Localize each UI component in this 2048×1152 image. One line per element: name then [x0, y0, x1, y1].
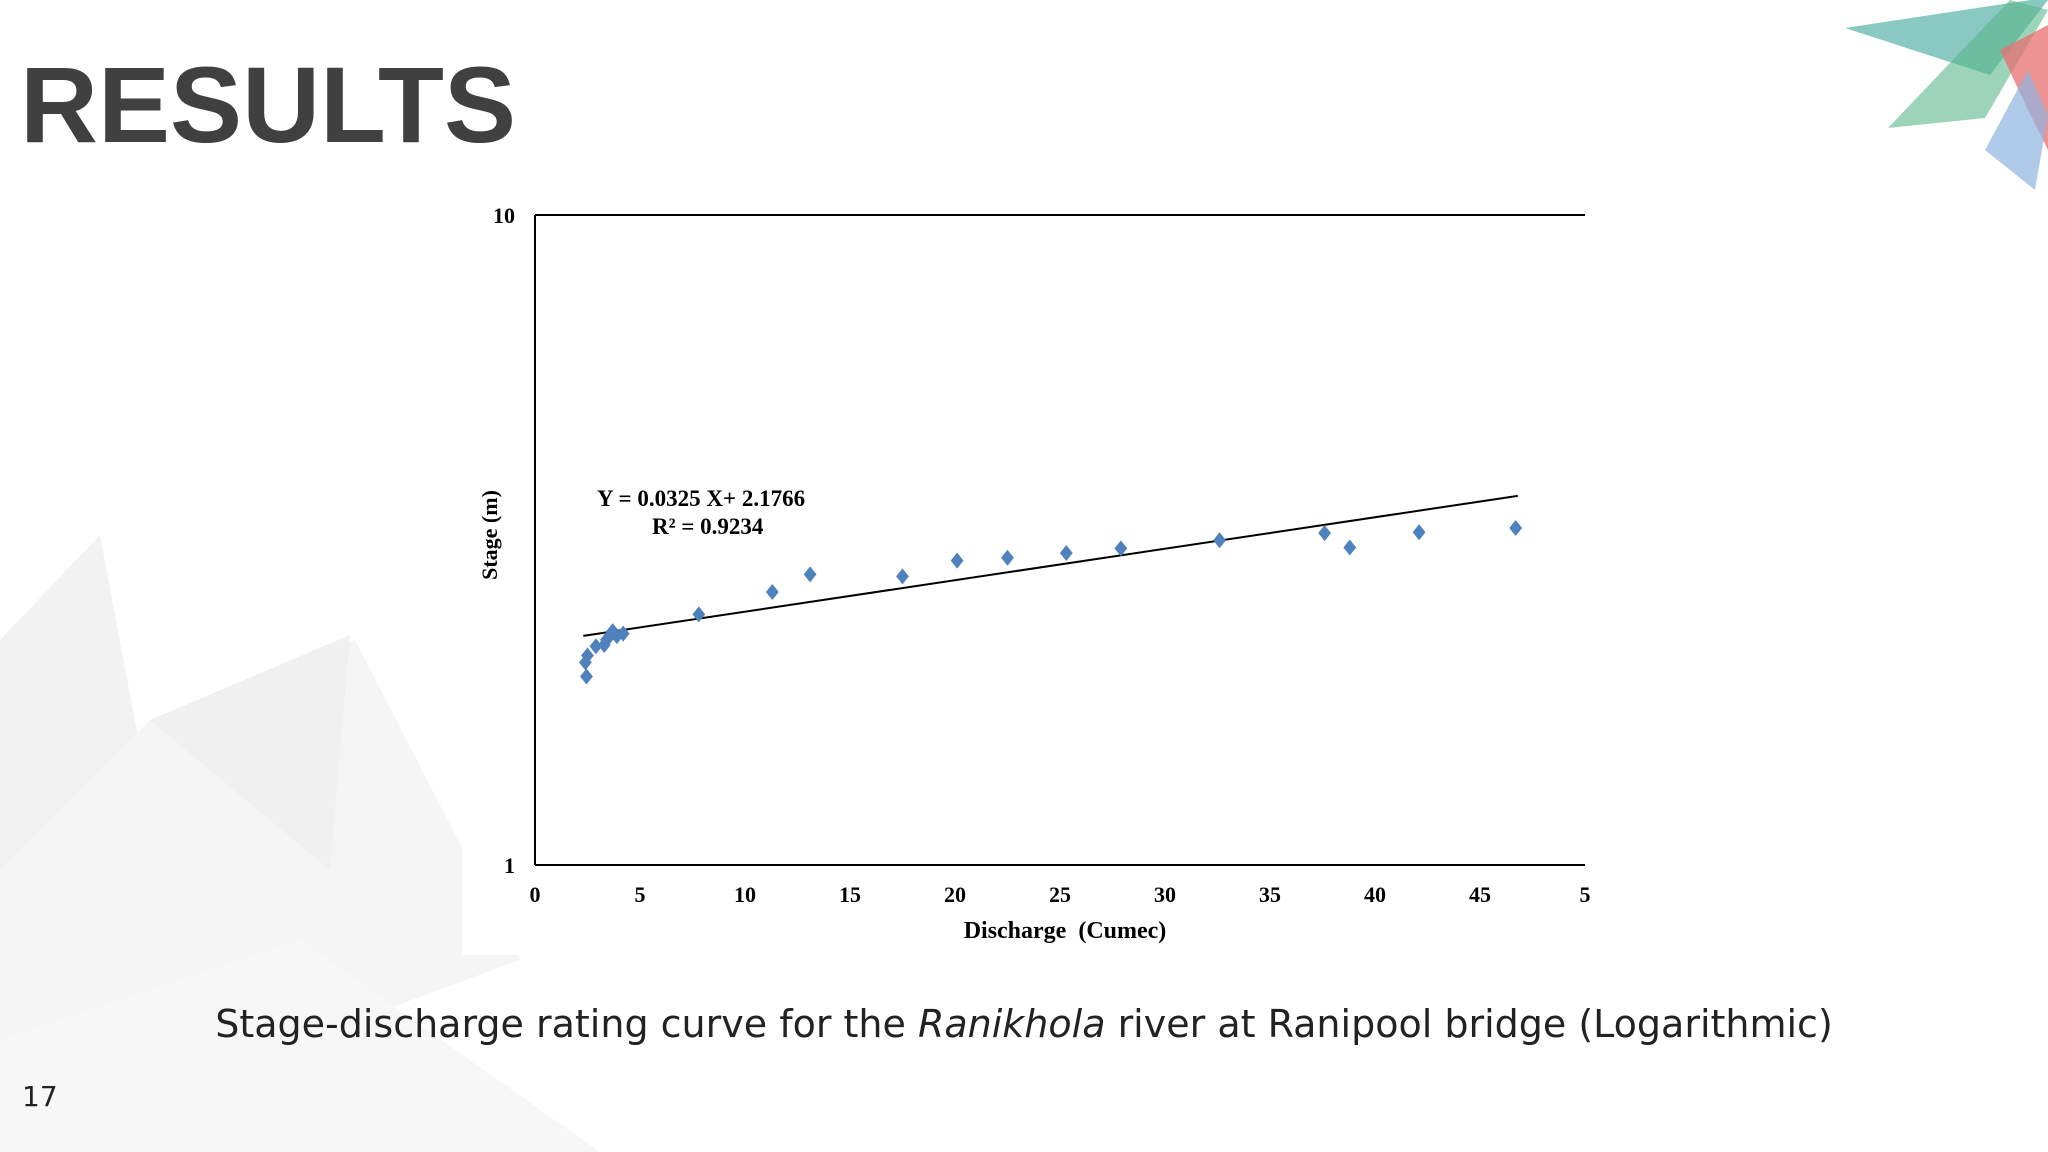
data-point-marker: [803, 566, 817, 583]
data-points: [579, 519, 1523, 685]
data-point-marker: [950, 552, 964, 569]
data-point-marker: [616, 625, 630, 642]
slide-title: RESULTS: [20, 44, 517, 165]
x-axis-label: Discharge (Cumec): [964, 918, 1167, 944]
leaf-shape: [150, 635, 350, 870]
corner-logo-decoration: [1845, 0, 2048, 190]
data-point-marker: [1343, 539, 1357, 556]
caption-text-after: river at Ranipool bridge (Logarithmic): [1105, 1002, 1833, 1046]
x-tick-label: 45: [1469, 882, 1491, 907]
trendline-equation: Y = 0.0325 X+ 2.1766: [597, 486, 805, 511]
caption-river-name: Ranikhola: [917, 1002, 1106, 1046]
x-tick-labels: 0 5 10 15 20 25 30 35 40 45 5: [530, 882, 1591, 907]
data-point-marker: [581, 647, 594, 664]
data-point-marker: [1318, 525, 1331, 542]
data-point-marker: [1213, 532, 1226, 549]
data-point-marker: [603, 628, 616, 645]
data-point-marker: [1001, 549, 1014, 566]
rating-curve-chart: 1 10 0 5 10 15 20 25 30 35 40 45 5 Stage (m) Discha…: [477, 203, 1591, 944]
figure-caption: Stage-discharge rating curve for the Ran…: [0, 1002, 2048, 1046]
y-tick-labels: 1 10: [493, 203, 515, 878]
data-point-marker: [1059, 544, 1073, 561]
x-tick-label: 20: [944, 882, 966, 907]
x-tick-label: 30: [1154, 882, 1176, 907]
x-tick-label: 10: [734, 882, 756, 907]
data-point-marker: [589, 638, 603, 655]
blue-petal: [1985, 70, 2048, 190]
linear-trendline: [583, 494, 1518, 637]
data-point-marker: [692, 606, 706, 623]
x-tick-label: 5: [635, 882, 646, 907]
y-tick-label: 10: [493, 203, 515, 228]
data-point-marker: [580, 668, 593, 685]
data-point-marker: [765, 584, 779, 601]
plot-frame: [534, 214, 1585, 866]
leaf-shape: [0, 940, 600, 1152]
x-tick-label: 5: [1580, 882, 1591, 907]
faint-leaf-decoration: [0, 535, 600, 1152]
x-tick-label: 25: [1049, 882, 1071, 907]
chart-panel: 1 10 0 5 10 15 20 25 30 35 40 45 5 Stage (m) Discha…: [462, 190, 1597, 955]
data-point-marker: [896, 568, 909, 585]
caption-text-before: Stage-discharge rating curve for the: [215, 1002, 918, 1046]
data-point-marker: [1509, 519, 1523, 536]
trendline-r-squared: R² = 0.9234: [652, 514, 764, 539]
x-tick-label: 35: [1259, 882, 1281, 907]
x-tick-label: 15: [839, 882, 861, 907]
data-point-marker: [1412, 524, 1426, 541]
page-number: 17: [22, 1080, 58, 1113]
x-tick-label: 0: [530, 882, 541, 907]
green-petal: [1888, 0, 2048, 128]
y-tick-label: 1: [504, 853, 515, 878]
y-axis-label: Stage (m): [477, 490, 502, 580]
x-tick-label: 40: [1364, 882, 1386, 907]
